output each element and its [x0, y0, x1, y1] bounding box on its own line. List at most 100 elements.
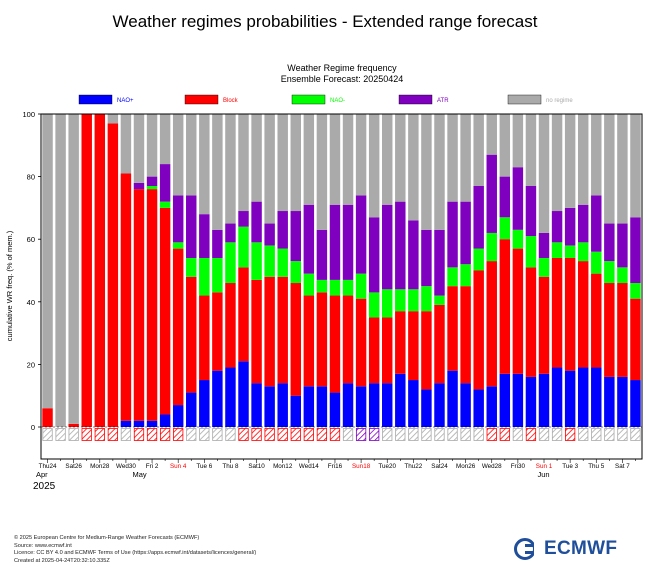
legend-label-nao-: NAO- [330, 98, 345, 104]
bar-segment-block-day-43 [604, 283, 615, 377]
x-month-label-apr: Apr [36, 470, 48, 479]
bar-segment-nao--day-24 [355, 386, 367, 427]
bar-segment-no-regime-day-35 [499, 114, 511, 177]
bar-segment-nao--day-11 [186, 257, 197, 277]
legend-label-atr: ATR [437, 98, 449, 104]
footer-copyright: © 2025 European Centre for Medium-Range … [14, 535, 200, 541]
bar-segment-no-regime-day-28 [408, 114, 419, 221]
bar-segment-no-regime-day-23 [342, 114, 354, 205]
bar-segment-no-regime-day-36 [512, 114, 524, 168]
regime-strip-cell-day-44 [617, 428, 628, 441]
bar-segment-nao--day-43 [604, 261, 615, 284]
bar-segment-nao--day-27 [395, 373, 406, 427]
bar-segment-block-day-19 [290, 283, 301, 396]
bar-segment-atr-day-32 [460, 201, 471, 265]
bar-segment-no-regime-day-18 [277, 114, 288, 212]
bar-segment-nao--day-26 [382, 383, 393, 427]
x-tick-label-day-28: Thu22 [404, 463, 422, 470]
regime-strip-cell-day-20 [303, 428, 314, 441]
bar-segment-atr-day-44 [617, 223, 628, 268]
regime-strip-cell-day-0 [42, 428, 53, 441]
x-tick-label-day-26: Tue20 [378, 463, 396, 470]
bar-segment-no-regime-day-27 [395, 114, 406, 202]
bar-segment-no-regime-day-38 [538, 114, 550, 233]
bar-segment-atr-day-43 [604, 223, 615, 262]
bar-segment-no-regime-day-43 [604, 114, 615, 224]
bar-segment-block-day-32 [460, 286, 471, 384]
bar-segment-nao--day-15 [238, 361, 249, 427]
bar-segment-block-day-23 [342, 295, 354, 384]
bar-segment-block-day-41 [577, 261, 589, 368]
regime-strip-cell-day-38 [538, 428, 550, 441]
bar-segment-nao--day-33 [473, 248, 484, 271]
bar-segment-block-day-35 [499, 239, 511, 374]
x-tick-label-day-18: Mon12 [273, 463, 293, 470]
bar-segment-nao--day-16 [251, 383, 262, 427]
bar-segment-no-regime-day-20 [303, 114, 315, 205]
bar-segment-nao--day-18 [277, 383, 288, 427]
bar-segment-no-regime-day-1 [55, 114, 66, 427]
bar-segment-block-day-7 [133, 189, 145, 421]
bar-segment-nao--day-7 [133, 420, 145, 427]
bar-segment-no-regime-day-33 [473, 114, 484, 186]
bar-segment-atr-day-22 [329, 204, 341, 280]
bar-segment-block-day-11 [186, 276, 197, 393]
regime-frequency-chart: Weather Regime frequency Ensemble Foreca… [5, 63, 643, 492]
regime-strip-cell-day-37 [525, 428, 537, 441]
bar-segment-no-regime-day-41 [577, 114, 589, 205]
regime-strip-cell-day-29 [421, 428, 432, 441]
regime-strip-cell-day-42 [591, 428, 602, 441]
bar-segment-nao--day-40 [564, 370, 576, 427]
y-axis-label: cumulative WR freq. (% of mem.) [5, 230, 14, 341]
bar-segment-nao--day-38 [538, 373, 550, 427]
bar-segment-block-day-12 [199, 295, 210, 381]
bar-segment-no-regime-day-44 [617, 114, 628, 224]
regime-strip-cell-day-35 [499, 428, 510, 441]
bar-segment-block-day-38 [538, 276, 550, 374]
bar-segment-nao--day-23 [342, 383, 354, 427]
bar-segment-block-day-13 [212, 292, 223, 371]
regime-strip-cell-day-11 [186, 428, 197, 441]
regime-strip-cell-day-22 [329, 428, 341, 441]
bar-segment-no-regime-day-19 [290, 114, 301, 212]
bar-segment-block-day-33 [473, 270, 484, 390]
regime-strip-cell-day-8 [146, 428, 158, 441]
bar-segment-nao--day-8 [146, 185, 158, 190]
regime-strip-cell-day-45 [630, 428, 641, 441]
bar-segment-nao--day-41 [577, 367, 589, 427]
y-tick-label-0: 0 [31, 423, 35, 432]
bar-segment-atr-day-15 [238, 211, 249, 227]
bar-segment-block-day-6 [120, 173, 132, 421]
ecmwf-logo-text: ECMWF [544, 538, 618, 559]
bar-segment-no-regime-day-7 [133, 114, 145, 183]
regime-strip-cell-day-41 [578, 428, 589, 441]
legend-swatch-nao- [291, 94, 326, 105]
bar-segment-no-regime-day-12 [199, 114, 210, 215]
x-tick-label-day-6: Wed30 [116, 463, 136, 470]
bar-segment-nao--day-13 [212, 257, 223, 293]
bar-segment-atr-day-40 [564, 207, 576, 246]
bar-segment-no-regime-day-6 [120, 114, 132, 174]
regime-strip-cell-day-17 [264, 428, 275, 441]
bar-segment-nao--day-14 [225, 367, 236, 427]
bar-segment-nao--day-42 [591, 251, 602, 274]
bar-segment-atr-day-24 [355, 195, 367, 274]
footer: © 2025 European Centre for Medium-Range … [14, 535, 256, 565]
bar-segment-atr-day-29 [421, 229, 432, 287]
bar-segment-block-day-2 [68, 423, 79, 427]
bar-segment-nao--day-28 [408, 289, 419, 312]
bar-segment-nao--day-6 [120, 420, 132, 427]
bar-segment-atr-day-18 [277, 211, 288, 249]
bar-segment-no-regime-day-40 [564, 114, 576, 208]
regime-strip-cell-day-43 [604, 428, 615, 441]
bar-segment-no-regime-day-30 [434, 114, 445, 230]
x-year-label: 2025 [33, 481, 56, 492]
x-tick-label-day-4: Mon28 [90, 463, 110, 470]
bar-segment-block-day-26 [382, 317, 393, 384]
ecmwf-logo: ECMWF [514, 538, 617, 560]
bar-segment-block-day-29 [421, 311, 432, 390]
bar-segment-atr-day-35 [499, 176, 511, 218]
bar-segment-nao--day-16 [251, 242, 262, 280]
bar-segment-block-day-30 [434, 304, 445, 384]
x-tick-label-day-42: Thu 5 [588, 463, 605, 470]
